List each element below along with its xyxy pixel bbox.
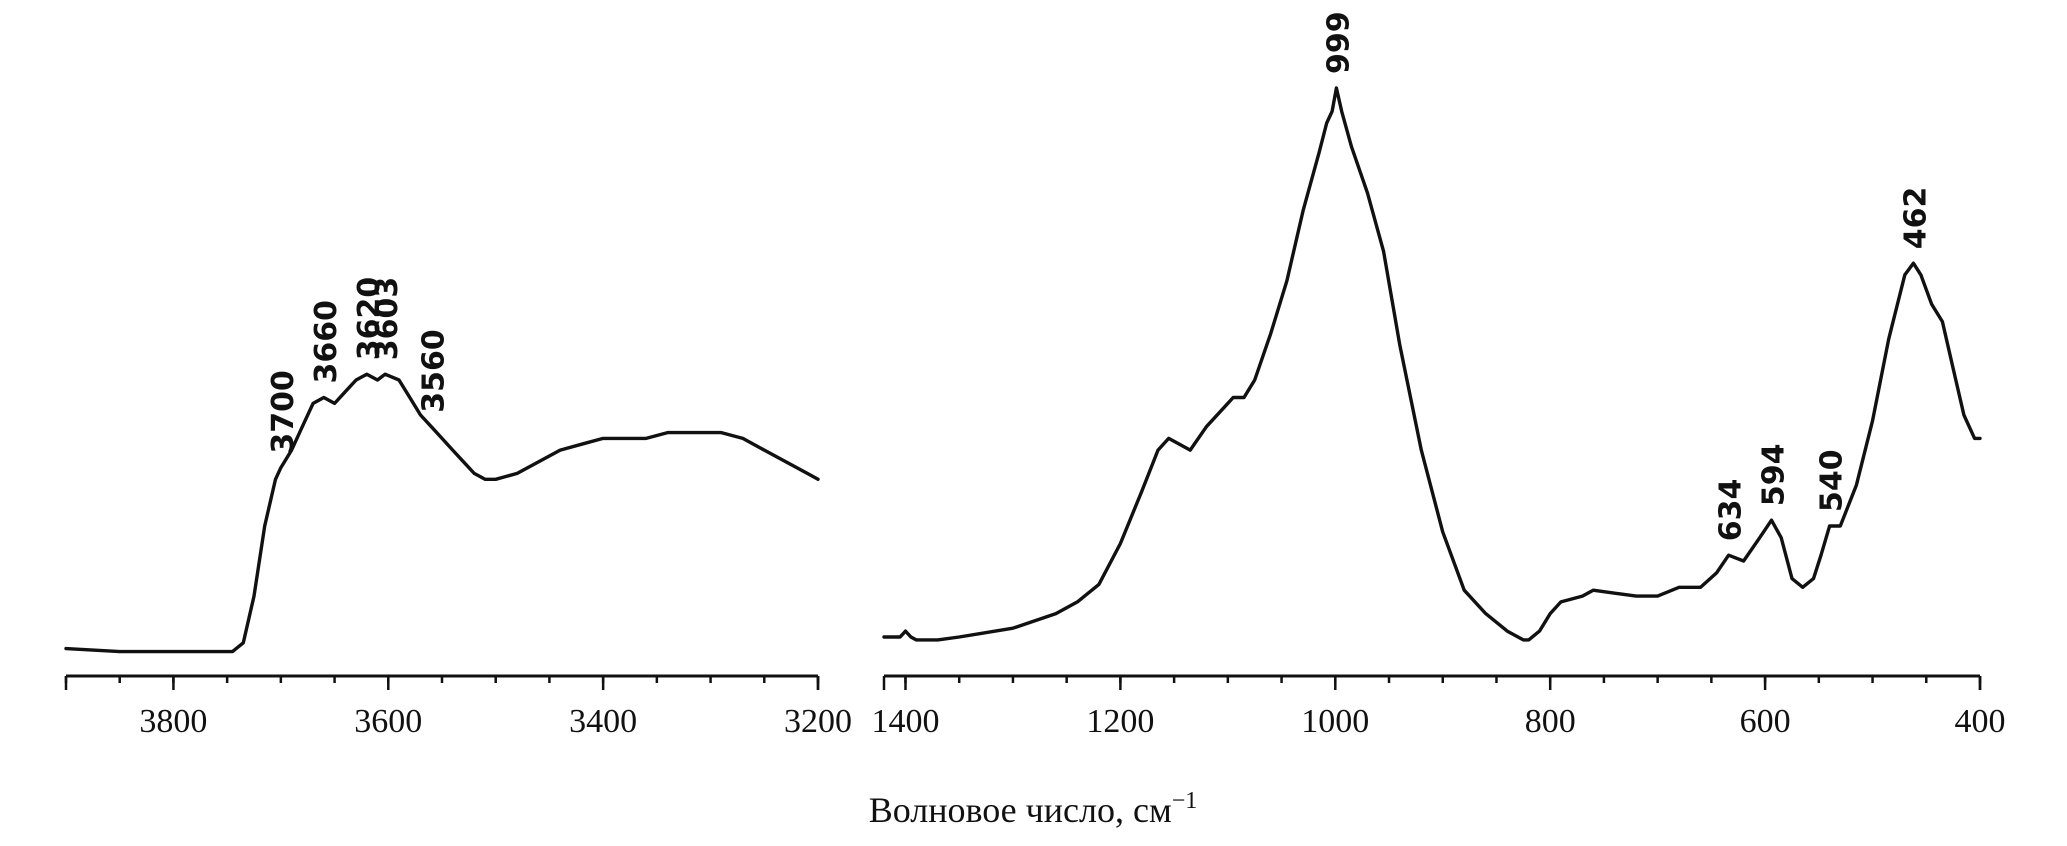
peak-label-3620: 3620 — [352, 277, 387, 361]
peak-label-540: 540 — [1815, 449, 1850, 512]
x-axis-title-unit-exponent: −1 — [1172, 788, 1198, 814]
peak-label-3660: 3660 — [309, 300, 344, 384]
tick-label-1-400: 400 — [1955, 703, 2006, 740]
tick-label-1-1400: 1400 — [871, 703, 939, 740]
peak-label-3700: 3700 — [266, 370, 301, 454]
x-axis-title: Волновое число, см−1 — [869, 788, 1198, 830]
peak-label-594: 594 — [1756, 444, 1791, 507]
tick-label-1-1000: 1000 — [1301, 703, 1369, 740]
tick-label-0-3400: 3400 — [569, 703, 637, 740]
spectrum-line-1-0 — [882, 86, 1982, 642]
tick-label-1-600: 600 — [1740, 703, 1791, 740]
peak-label-3603: 3603 — [370, 277, 405, 361]
peak-label-462: 462 — [1898, 187, 1933, 250]
tick-label-1-1200: 1200 — [1086, 703, 1154, 740]
tick-label-0-3200: 3200 — [784, 703, 852, 740]
tick-label-0-3600: 3600 — [354, 703, 422, 740]
tick-label-0-3800: 3800 — [139, 703, 207, 740]
tick-label-1-800: 800 — [1525, 703, 1576, 740]
peak-label-634: 634 — [1714, 479, 1749, 542]
x-axis-title-text: Волновое число, см — [869, 790, 1172, 830]
peak-label-999: 999 — [1321, 11, 1356, 74]
peak-label-3560: 3560 — [416, 329, 451, 413]
spectrum-line-0-0 — [64, 372, 820, 654]
